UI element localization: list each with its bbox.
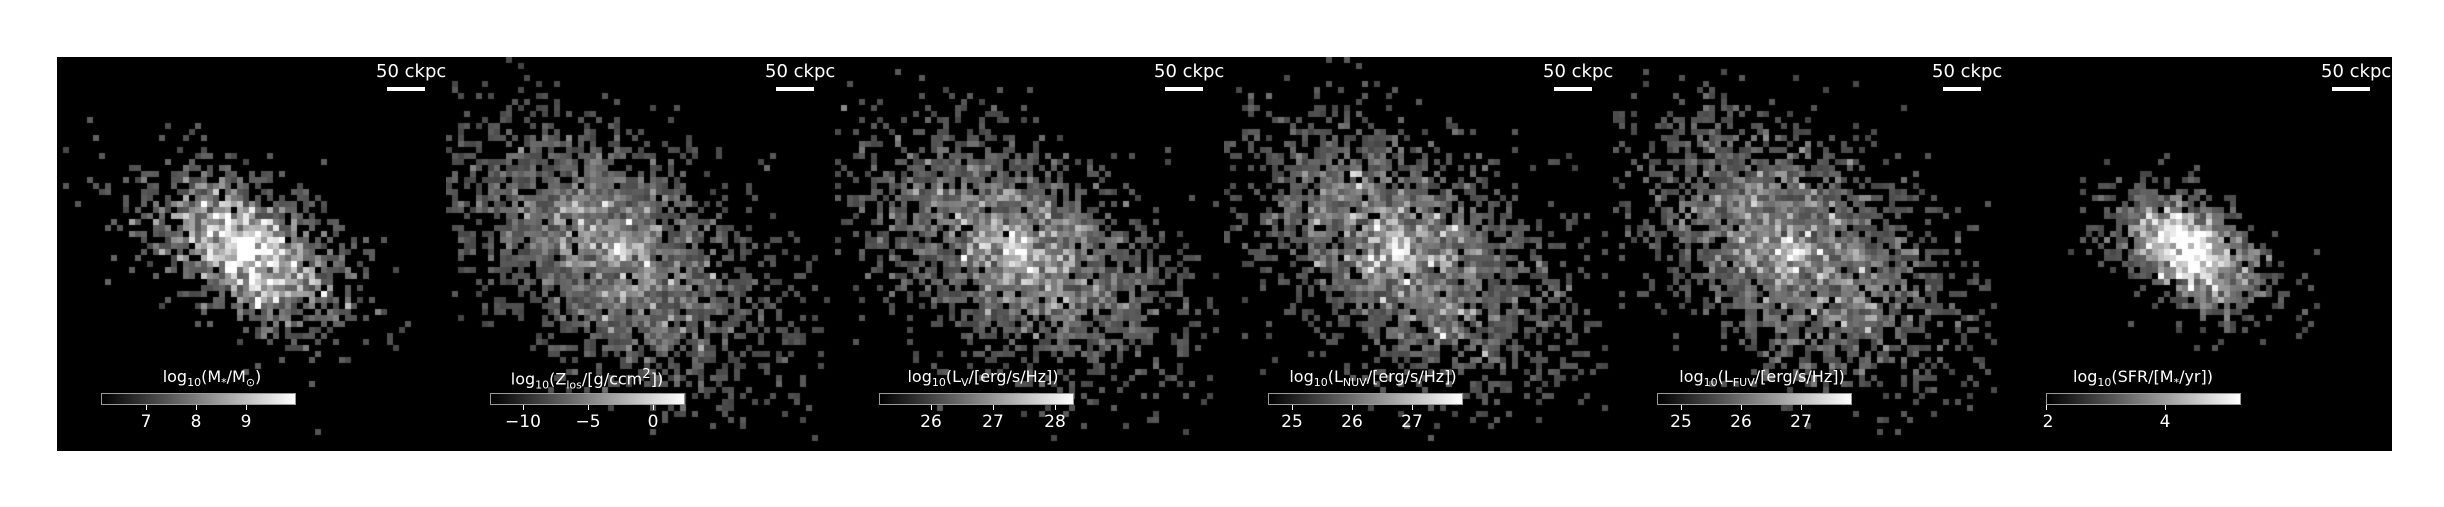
scalebar-label: 50 ckpc (765, 61, 835, 82)
colorbar-tick-label: 25 (1670, 412, 1692, 432)
lum-fuv-map (1613, 57, 2002, 451)
colorbar-tick-label: 26 (920, 412, 942, 432)
colorbar (490, 393, 685, 405)
colorbar-tick (588, 405, 589, 410)
scalebar-line (1943, 87, 1981, 91)
panel-sfr: 50 ckpc log10(SFR/[M*/yr]) 2 4 (2002, 57, 2392, 451)
colorbar-label: log10(M*/M⊙) (162, 367, 262, 390)
colorbar-tick-label: 8 (190, 412, 202, 432)
colorbar-tick (246, 405, 247, 410)
colorbar-label: log10(LFUV/[erg/s/Hz]) (1679, 367, 1845, 390)
stellar-mass-map (57, 57, 446, 451)
sfr-map (2002, 57, 2392, 451)
colorbar (101, 393, 296, 405)
colorbar-tick-label: 2 (2042, 412, 2054, 432)
colorbar-tick (931, 405, 932, 410)
panel-stellar-mass: 50 ckpc log10(M*/M⊙) 7 8 9 (57, 57, 446, 451)
colorbar-label: log10(LV/[erg/s/Hz]) (907, 367, 1059, 390)
colorbar (2046, 393, 2241, 405)
panel-lum-nuv: 50 ckpc log10(LNUV/[erg/s/Hz]) 25 26 27 (1224, 57, 1613, 451)
colorbar-tick (1741, 405, 1742, 410)
scalebar-line (2332, 87, 2370, 91)
colorbar (1657, 393, 1852, 405)
colorbar-tick (653, 405, 654, 410)
panel-lum-fuv: 50 ckpc log10(LFUV/[erg/s/Hz]) 25 26 27 (1613, 57, 2002, 451)
colorbar-label: log10(LNUV/[erg/s/Hz]) (1289, 367, 1457, 390)
scalebar-line (387, 87, 425, 91)
colorbar-tick (1412, 405, 1413, 410)
colorbar-tick-label: 25 (1281, 412, 1303, 432)
panel-metallicity: 50 ckpc log10(Zlos/[g/ccm2]) −10 −5 0 (446, 57, 835, 451)
colorbar-tick (1055, 405, 1056, 410)
colorbar-label: log10(Zlos/[g/ccm2]) (510, 367, 664, 392)
panel-lum-v: 50 ckpc log10(LV/[erg/s/Hz]) 26 27 28 (835, 57, 1224, 451)
colorbar-tick-label: −10 (505, 412, 541, 432)
colorbar-tick-label: 26 (1341, 412, 1363, 432)
colorbar-tick-label: 4 (2159, 412, 2171, 432)
scalebar-line (1554, 87, 1592, 91)
colorbar-tick (196, 405, 197, 410)
colorbar-tick-label: 28 (1044, 412, 1066, 432)
scalebar-label: 50 ckpc (1543, 61, 1613, 82)
colorbar-tick-label: 0 (647, 412, 659, 432)
colorbar-tick-label: 27 (1401, 412, 1423, 432)
colorbar (879, 393, 1074, 405)
colorbar-tick-label: 26 (1730, 412, 1752, 432)
colorbar-tick (2165, 405, 2166, 410)
colorbar-tick-label: 9 (240, 412, 252, 432)
lum-nuv-map (1224, 57, 1613, 451)
colorbar-tick (993, 405, 994, 410)
metallicity-map (446, 57, 835, 451)
scalebar-line (776, 87, 814, 91)
colorbar-tick (1681, 405, 1682, 410)
colorbar-tick (523, 405, 524, 410)
colorbar-label: log10(SFR/[M*/yr]) (2073, 367, 2213, 390)
scalebar-label: 50 ckpc (1932, 61, 2002, 82)
colorbar-tick-label: 27 (982, 412, 1004, 432)
colorbar-tick (2046, 405, 2047, 410)
colorbar-tick (1801, 405, 1802, 410)
scalebar-label: 50 ckpc (376, 61, 446, 82)
colorbar-tick-label: 7 (140, 412, 152, 432)
colorbar-tick (146, 405, 147, 410)
colorbar-tick-label: 27 (1790, 412, 1812, 432)
lum-v-map (835, 57, 1224, 451)
scalebar-label: 50 ckpc (2321, 61, 2392, 82)
colorbar-tick-label: −5 (575, 412, 601, 432)
scalebar-label: 50 ckpc (1154, 61, 1224, 82)
scalebar-line (1165, 87, 1203, 91)
colorbar-tick (1352, 405, 1353, 410)
colorbar (1268, 393, 1463, 405)
colorbar-tick (1292, 405, 1293, 410)
